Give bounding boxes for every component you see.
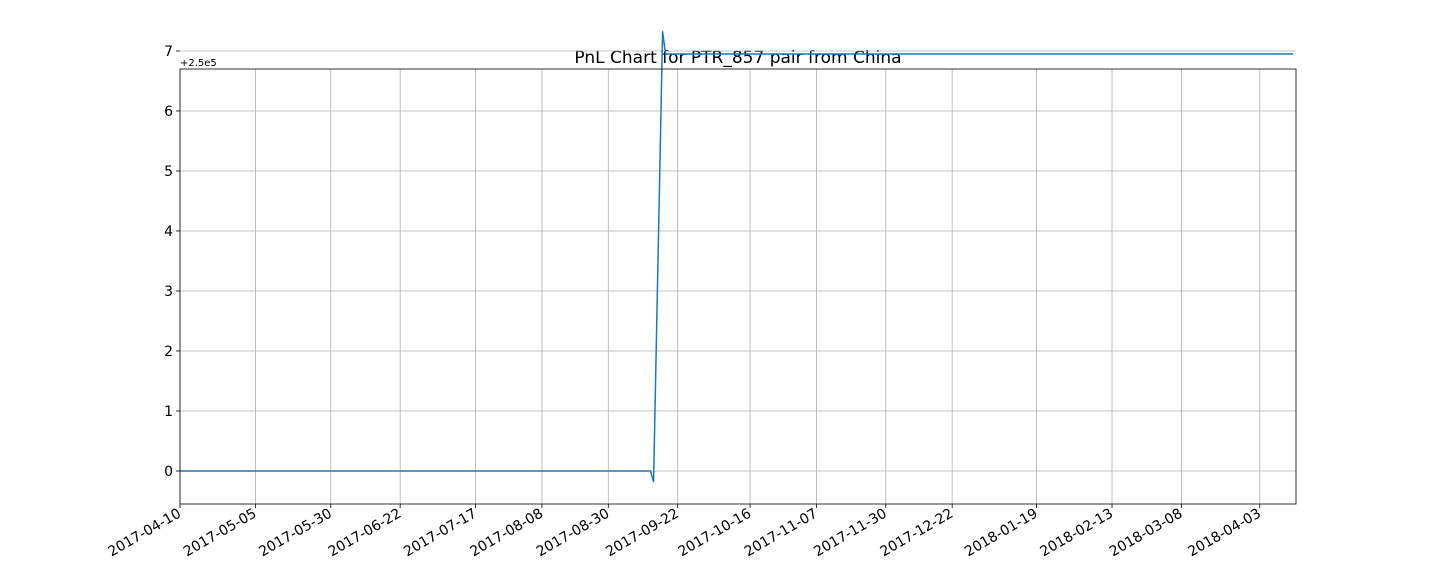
chart-title: PnL Chart for PTR_857 pair from China — [574, 48, 901, 68]
x-tick-label-5: 2017-08-08 — [467, 506, 545, 561]
x-tick-label-8: 2017-10-16 — [676, 506, 755, 561]
y-tick-label-2: 2 — [164, 344, 173, 360]
x-tick-label-1: 2017-05-05 — [181, 506, 259, 561]
x-tick-label-14: 2018-03-08 — [1107, 506, 1185, 561]
x-tick-label-10: 2017-11-30 — [811, 506, 889, 561]
series-line-0 — [180, 31, 1293, 483]
y-axis-offset-label: +2.5e5 — [180, 58, 217, 69]
x-tick-label-11: 2017-12-22 — [878, 506, 956, 561]
x-tick-label-4: 2017-07-17 — [401, 506, 479, 561]
x-tick-label-7: 2017-09-22 — [603, 506, 681, 561]
x-tick-label-2: 2017-05-30 — [256, 506, 334, 561]
tick-layer: 012345672017-04-102017-05-052017-05-3020… — [106, 44, 1264, 560]
y-tick-label-4: 4 — [164, 224, 173, 240]
x-tick-label-3: 2017-06-22 — [326, 506, 404, 561]
x-tick-label-12: 2018-01-19 — [962, 506, 1040, 561]
grid-layer — [179, 50, 1296, 504]
x-tick-label-15: 2018-04-03 — [1185, 506, 1263, 561]
x-tick-label-9: 2017-11-07 — [742, 506, 820, 561]
x-tick-label-13: 2018-02-13 — [1038, 506, 1116, 561]
y-tick-label-3: 3 — [164, 284, 173, 300]
y-tick-label-5: 5 — [164, 164, 173, 180]
x-tick-label-0: 2017-04-10 — [106, 506, 184, 561]
plot-area-frame — [179, 68, 1297, 505]
y-tick-label-1: 1 — [164, 404, 173, 420]
y-tick-label-6: 6 — [164, 104, 173, 120]
x-tick-label-6: 2017-08-30 — [534, 506, 612, 561]
y-tick-label-0: 0 — [164, 464, 173, 480]
series-layer — [180, 31, 1293, 483]
y-tick-label-7: 7 — [164, 44, 173, 60]
